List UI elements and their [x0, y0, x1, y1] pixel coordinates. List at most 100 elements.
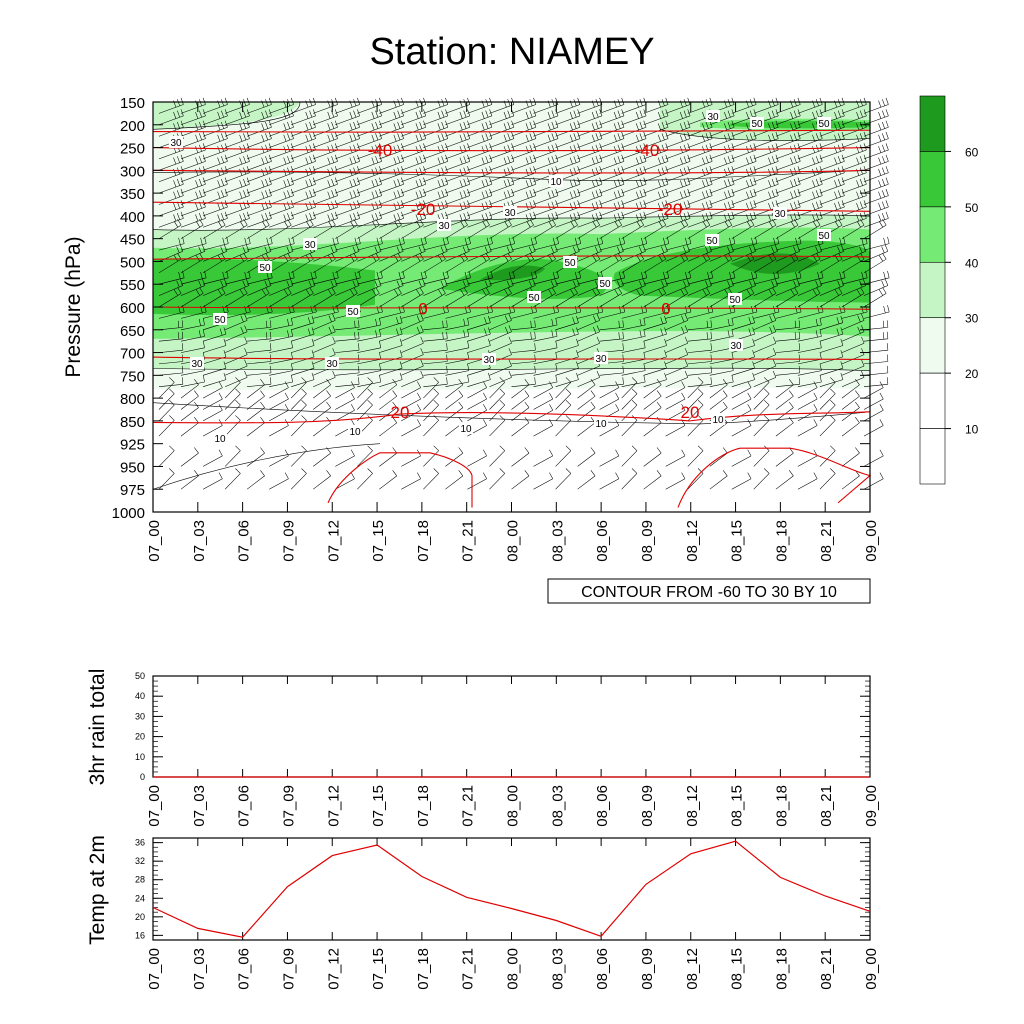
wind-barb — [291, 131, 316, 148]
chart-title: Station: NIAMEY — [369, 31, 654, 73]
wind-barb — [577, 379, 596, 399]
wind-barb — [709, 177, 735, 194]
wind-barb — [863, 381, 884, 399]
wind-barb — [687, 154, 713, 171]
temperature-contour-line — [152, 306, 871, 310]
wind-barb — [533, 340, 558, 353]
wind-barb — [291, 400, 307, 422]
wind-barb — [863, 377, 889, 387]
y-tick-label: 20 — [135, 732, 145, 742]
x-tick-label: 08_03 — [549, 785, 566, 827]
wind-barb — [401, 97, 427, 114]
wind-barb — [841, 177, 867, 194]
wind-barb — [379, 379, 398, 399]
contour-label-text: 50 — [599, 279, 611, 290]
pressure-tick-label: 200 — [120, 118, 145, 135]
wind-barb — [643, 236, 670, 251]
contour-label: 10 — [549, 175, 563, 188]
wind-barb — [467, 188, 493, 205]
contour-label-text: 30 — [730, 341, 742, 352]
wind-barb — [533, 188, 559, 205]
wind-barb — [775, 200, 801, 217]
wind-barb — [643, 177, 669, 194]
wind-barb — [269, 211, 294, 228]
wind-barb — [423, 343, 448, 353]
wind-barb — [599, 211, 625, 228]
time-tick-label: 08_15 — [729, 520, 746, 562]
wind-barb — [841, 417, 860, 437]
wind-barb — [863, 109, 889, 126]
wind-barb — [180, 200, 206, 217]
wind-barb — [643, 143, 669, 160]
temp2m-axis-label: Temp at 2m — [86, 835, 109, 945]
y-tick-label: 40 — [135, 691, 145, 701]
wind-barb — [731, 381, 752, 399]
wind-barb — [158, 97, 184, 114]
x-tick-label: 07_21 — [460, 785, 477, 827]
wind-barb — [247, 97, 272, 114]
wind-barb — [709, 375, 734, 387]
wind-barb — [313, 131, 338, 148]
wind-barb — [687, 97, 713, 114]
wind-barb — [467, 200, 493, 217]
x-tick-label: 07_21 — [460, 948, 477, 990]
wind-barb — [731, 350, 755, 365]
wind-barb — [599, 143, 625, 160]
wind-barb — [841, 270, 868, 285]
wind-barb — [797, 143, 823, 160]
wind-barb — [291, 97, 316, 114]
wind-barb — [445, 211, 471, 228]
wind-barb — [819, 377, 836, 399]
wind-barb — [335, 97, 360, 114]
wind-barb — [841, 143, 867, 160]
wind-barb — [709, 188, 735, 205]
wind-barb — [533, 329, 558, 342]
wind-barb — [158, 388, 175, 410]
wind-barb — [841, 188, 867, 205]
wind-barb — [599, 177, 625, 194]
time-tick-label: 08_21 — [818, 520, 835, 562]
contour-label: 30 — [325, 357, 339, 370]
wind-barb — [467, 381, 487, 399]
wind-barb — [225, 109, 250, 126]
wind-barb — [819, 315, 844, 331]
wind-barb — [731, 315, 755, 331]
contour-label-bg — [213, 313, 227, 325]
wind-barb — [379, 109, 404, 126]
wind-barb — [489, 177, 515, 194]
wind-barb — [753, 109, 779, 126]
wind-barb — [709, 131, 735, 148]
wind-barb — [203, 154, 228, 171]
x-tick-label: 07_03 — [191, 948, 208, 990]
y-tick-label: 32 — [135, 856, 145, 866]
wind-barb — [643, 218, 667, 239]
wind-barb — [467, 278, 492, 296]
x-tick-label: 08_21 — [818, 948, 835, 990]
wind-barb — [180, 270, 207, 285]
wind-barb — [467, 270, 493, 285]
wind-barb — [775, 287, 799, 308]
wind-barb — [665, 177, 691, 194]
wind-barb — [841, 109, 867, 126]
wind-barb — [665, 154, 691, 171]
contour-label: 30 — [190, 357, 204, 370]
wind-barb — [467, 166, 493, 182]
wind-barb — [225, 270, 251, 285]
wind-barb — [225, 177, 250, 194]
wind-barb — [445, 287, 468, 308]
wind-barb — [709, 120, 735, 137]
wind-barb — [313, 97, 338, 114]
wind-barb — [313, 177, 338, 194]
wind-barb — [357, 305, 383, 319]
wind-barb — [379, 177, 404, 194]
wind-barb — [357, 97, 382, 114]
wind-barb — [665, 120, 691, 137]
wind-barb — [533, 381, 554, 399]
wind-barb — [599, 377, 624, 387]
wind-barb — [621, 445, 638, 467]
wind-barb — [511, 236, 537, 251]
wind-barb — [511, 218, 534, 239]
x-tick-label: 08_18 — [773, 785, 790, 827]
wind-barb — [731, 270, 758, 285]
x-tick-label: 08_15 — [729, 785, 746, 827]
